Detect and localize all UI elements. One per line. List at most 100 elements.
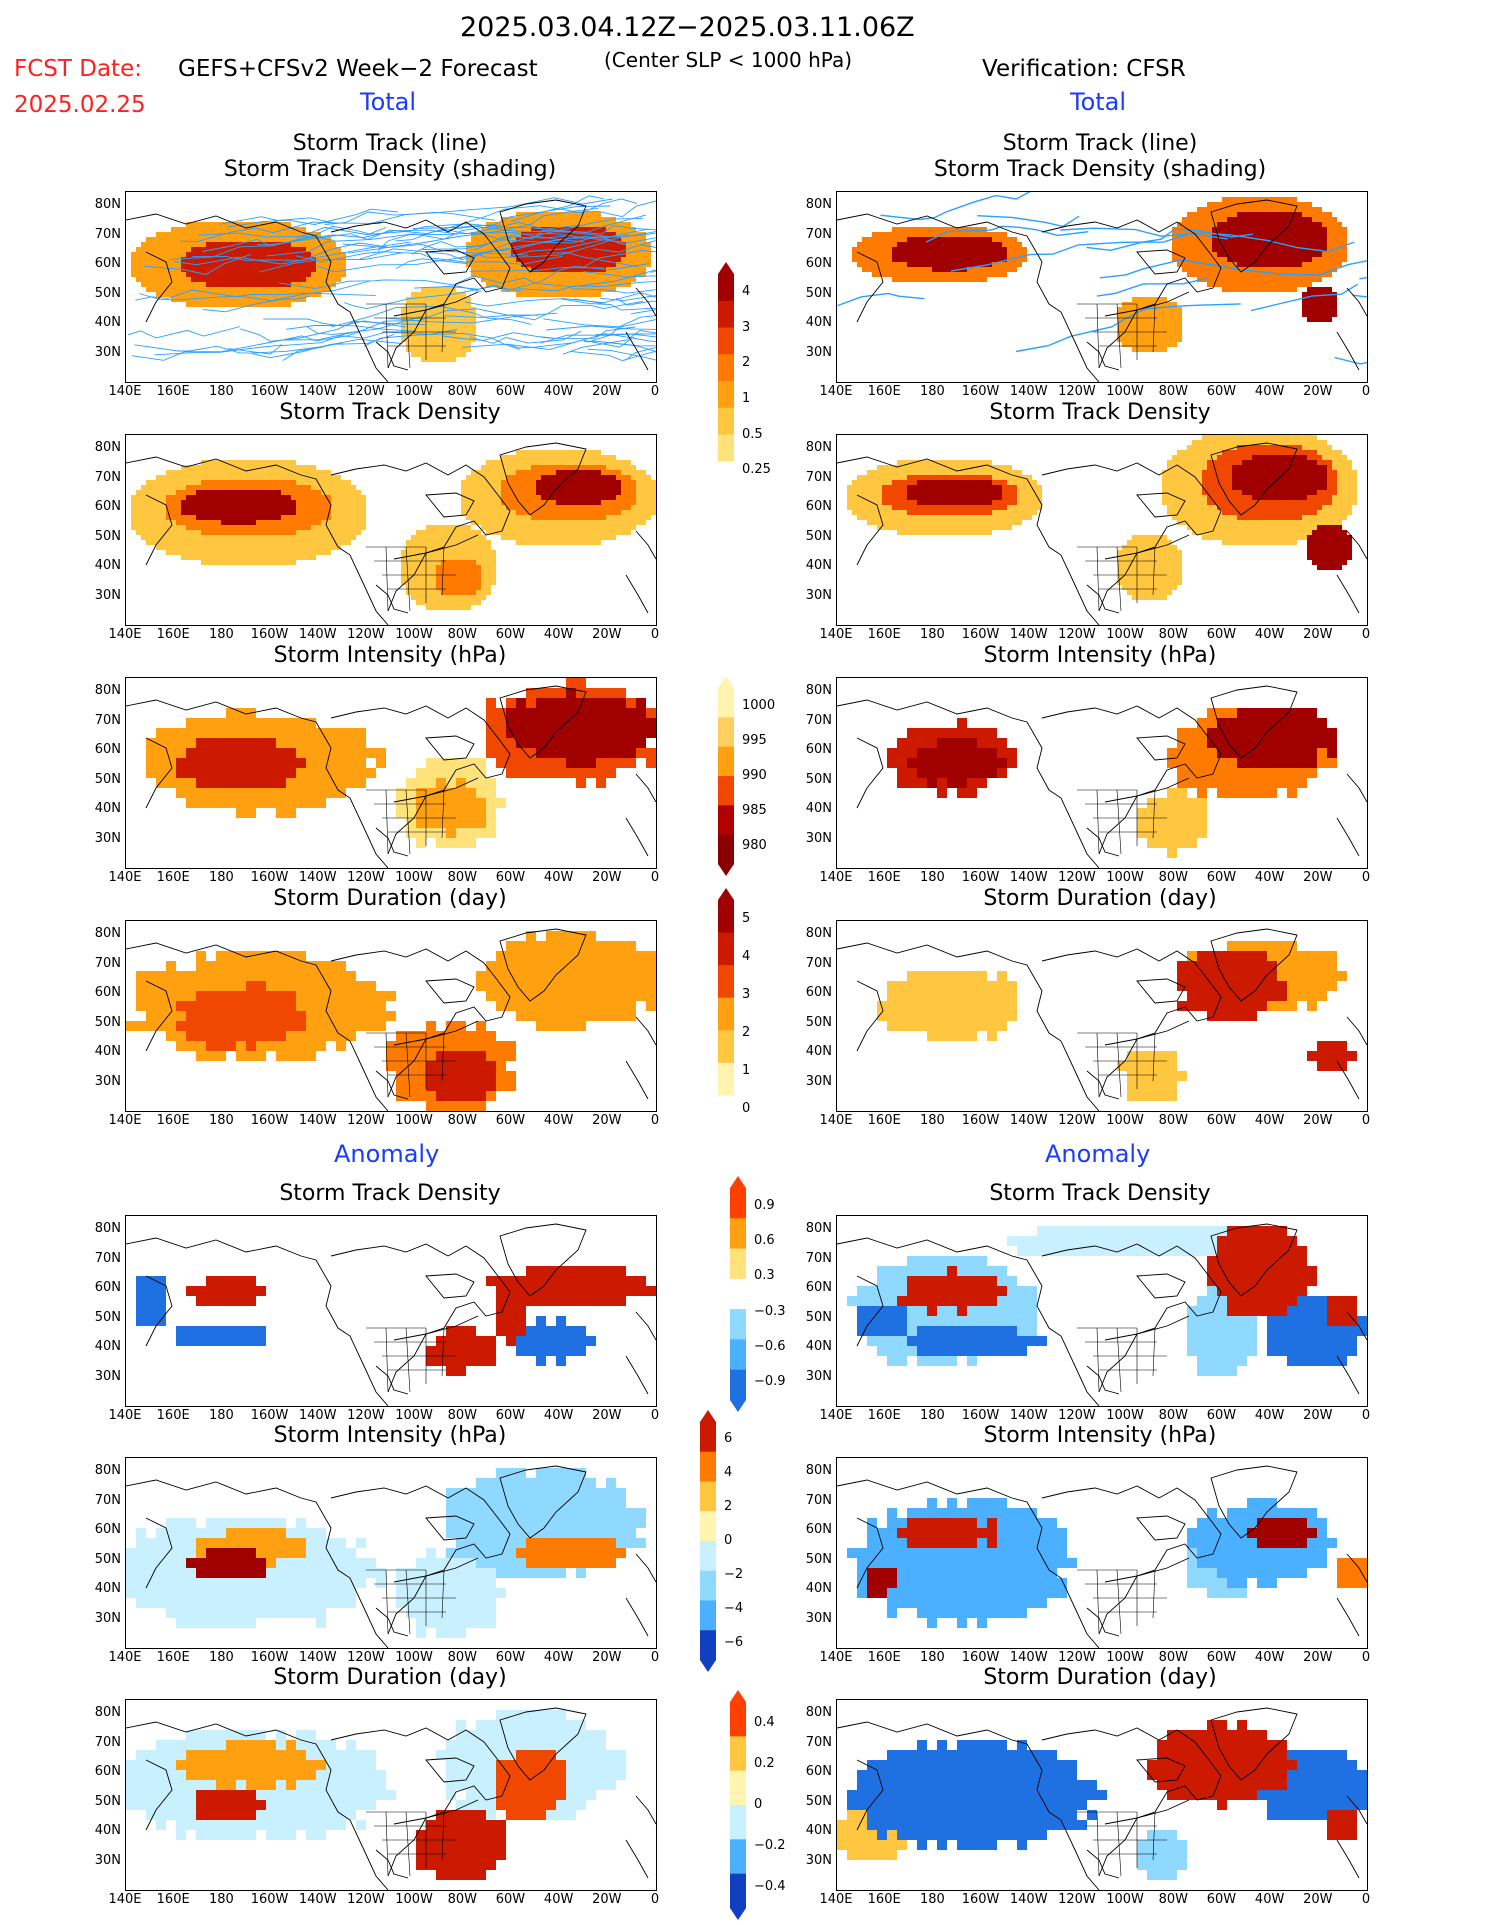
- shading-cell: [346, 525, 351, 530]
- shading-cell: [626, 465, 631, 470]
- shading-cell: [626, 277, 631, 282]
- shading-cell: [631, 252, 636, 257]
- shading-cell: [291, 485, 296, 490]
- shading-cell: [1227, 267, 1232, 272]
- shading-cell: [626, 262, 631, 267]
- shading-cell: [897, 257, 902, 262]
- shading-cell: [992, 272, 997, 277]
- panel-title-track-line-left: Storm Track (line): [292, 131, 488, 156]
- shading-cell: [962, 475, 967, 480]
- shading-cell: [1302, 485, 1307, 490]
- shading-cell: [291, 237, 296, 242]
- shading-cell: [261, 490, 266, 495]
- shading-cell: [516, 450, 521, 455]
- shading-cell: [1247, 202, 1252, 207]
- shading-cell: [196, 475, 201, 480]
- shading-cell: [1222, 470, 1227, 475]
- shading-cell: [181, 480, 186, 485]
- coastline: [1210, 199, 1298, 273]
- shading-cell: [907, 485, 912, 490]
- shading-cell: [216, 465, 221, 470]
- shading-cell: [446, 307, 451, 312]
- shading-cell: [917, 257, 922, 262]
- shading-cell: [641, 510, 646, 515]
- shading-cell: [1272, 490, 1277, 495]
- shading-cell: [556, 262, 561, 267]
- shading-cell: [236, 460, 241, 465]
- shading-cell: [1217, 470, 1222, 475]
- shading-cell: [456, 590, 461, 595]
- shading-cell: [1267, 440, 1272, 445]
- storm-track-line: [279, 279, 481, 292]
- shading-cell: [591, 525, 596, 530]
- shading-cell: [496, 530, 501, 535]
- shading-cell: [426, 342, 431, 347]
- shading-cell: [446, 600, 451, 605]
- shading-cell: [1277, 470, 1282, 475]
- shading-cell: [651, 495, 656, 500]
- shading-cell: [571, 455, 576, 460]
- shading-cell: [1342, 242, 1347, 247]
- shading-cell: [1327, 267, 1332, 272]
- shading-cell: [276, 465, 281, 470]
- shading-cell: [166, 272, 171, 277]
- shading-cell: [1352, 490, 1357, 495]
- shading-cell: [516, 490, 521, 495]
- shading-cell: [1327, 272, 1332, 277]
- shading-cell: [601, 475, 606, 480]
- shading-cell: [421, 352, 426, 357]
- shading-cell: [947, 262, 952, 267]
- shading-cell: [146, 500, 151, 505]
- shading-cell: [1262, 455, 1267, 460]
- shading-cell: [201, 485, 206, 490]
- shading-cell: [246, 222, 251, 227]
- shading-cell: [962, 237, 967, 242]
- shading-cell: [902, 475, 907, 480]
- shading-cell: [476, 480, 481, 485]
- shading-cell: [291, 505, 296, 510]
- shading-cell: [907, 277, 912, 282]
- shading-cell: [251, 520, 256, 525]
- shading-cell: [501, 515, 506, 520]
- shading-cell: [997, 495, 1002, 500]
- shading-cell: [1267, 495, 1272, 500]
- shading-cell: [511, 535, 516, 540]
- shading-cell: [541, 470, 546, 475]
- shading-cell: [1332, 262, 1337, 267]
- shading-cell: [486, 530, 491, 535]
- shading-cell: [1197, 262, 1202, 267]
- shading-cell: [431, 287, 436, 292]
- shading-cell: [276, 530, 281, 535]
- shading-cell: [1192, 490, 1197, 495]
- shading-cell: [1247, 460, 1252, 465]
- shading-cell: [211, 222, 216, 227]
- shading-cell: [1237, 207, 1242, 212]
- shading-cell: [1327, 495, 1332, 500]
- shading-cell: [972, 490, 977, 495]
- shading-cell: [616, 272, 621, 277]
- shading-cell: [1317, 450, 1322, 455]
- shading-cell: [291, 282, 296, 287]
- shading-cell: [276, 272, 281, 277]
- shading-cell: [516, 257, 521, 262]
- shading-cell: [1262, 207, 1267, 212]
- shading-cell: [271, 500, 276, 505]
- shading-cell: [291, 480, 296, 485]
- shading-cell: [596, 282, 601, 287]
- shading-cell: [1217, 282, 1222, 287]
- shading-cell: [136, 257, 141, 262]
- shading-cell: [441, 565, 446, 570]
- storm-track-line: [511, 195, 604, 222]
- shading-cell: [466, 570, 471, 575]
- shading-cell: [166, 262, 171, 267]
- shading-cell: [226, 237, 231, 242]
- shading-cell: [256, 222, 261, 227]
- shading-cell: [341, 530, 346, 535]
- shading-cell: [206, 292, 211, 297]
- shading-cell: [1302, 227, 1307, 232]
- shading-cell: [1262, 257, 1267, 262]
- shading-cell: [1257, 490, 1262, 495]
- shading-cell: [1242, 435, 1247, 440]
- shading-cell: [902, 237, 907, 242]
- shading-cell: [206, 272, 211, 277]
